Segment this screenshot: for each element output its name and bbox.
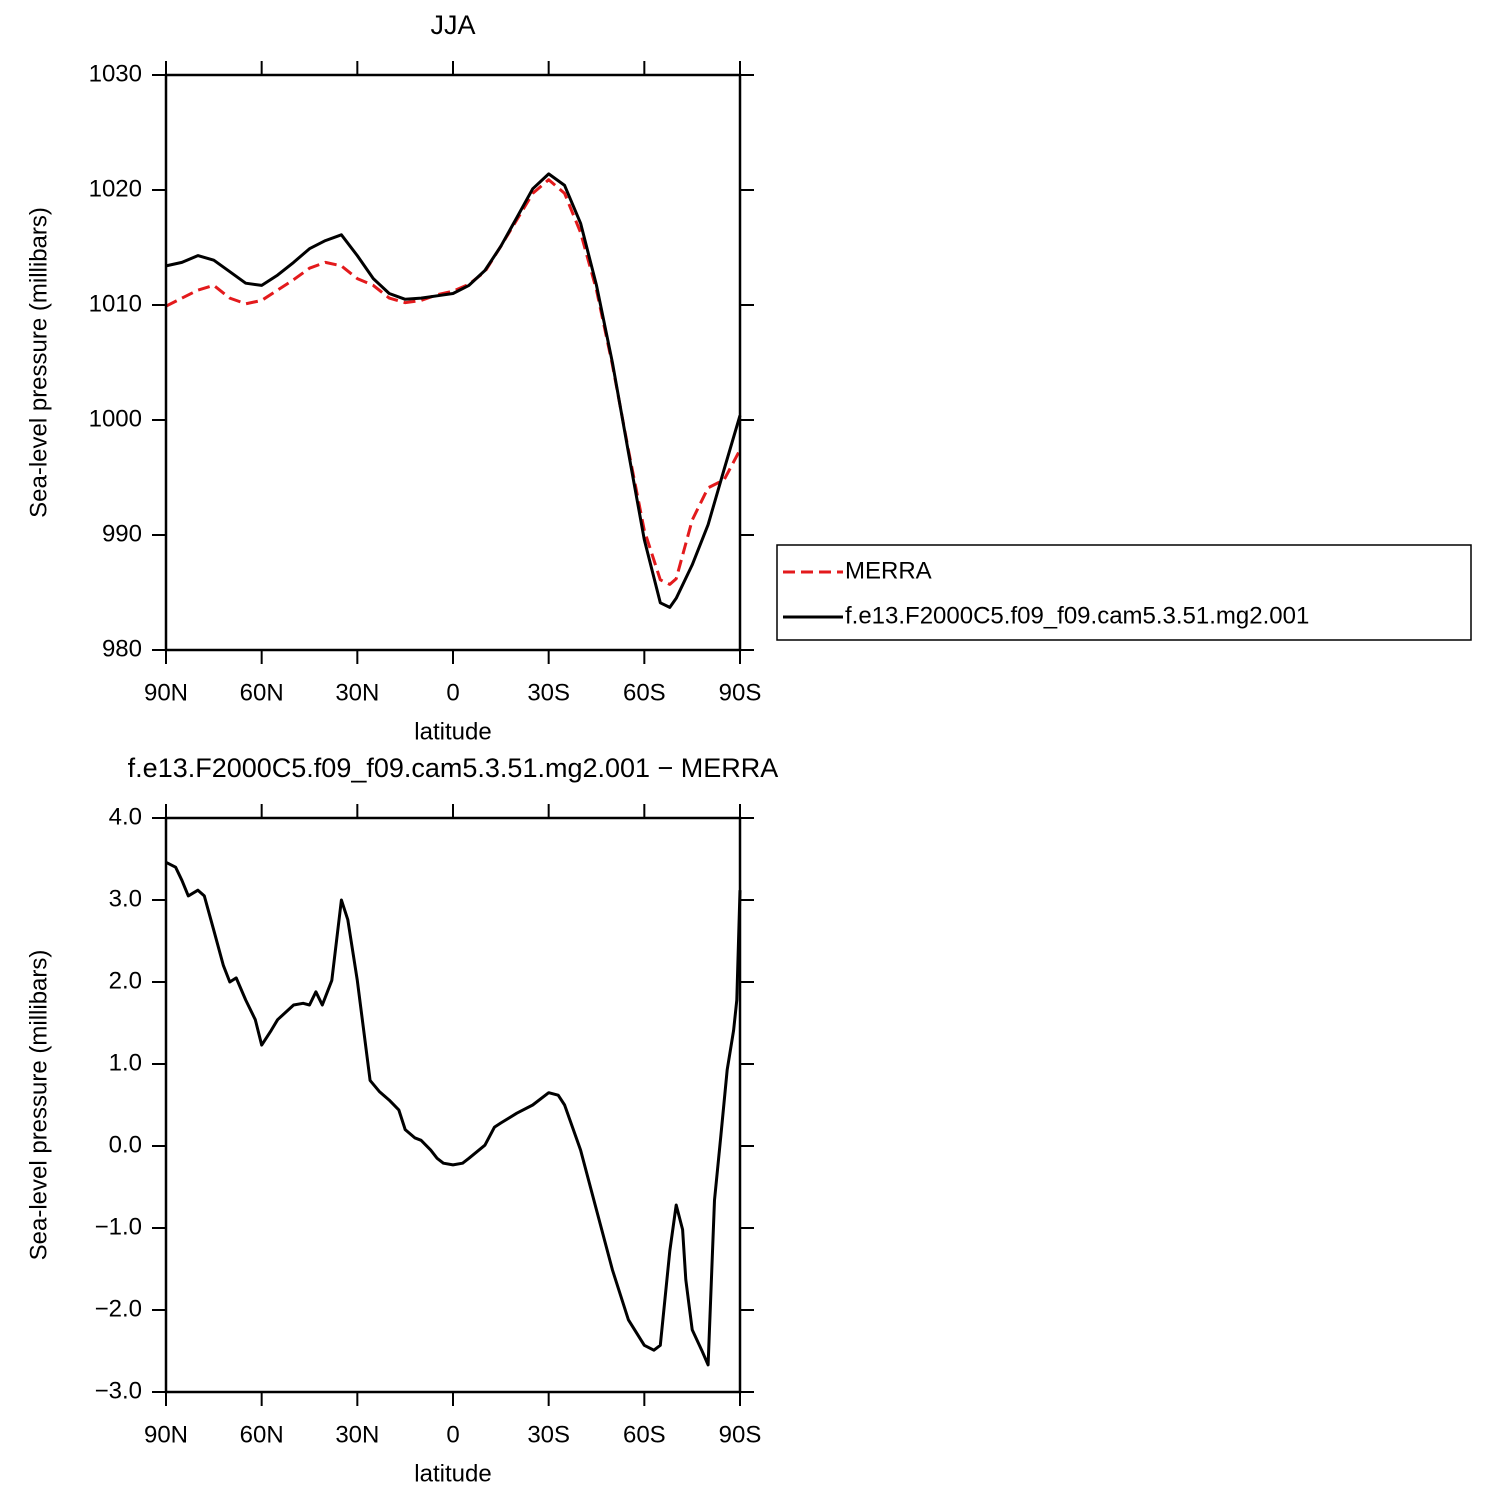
x-tick-label: 90S	[719, 679, 762, 706]
x-tick-label: 60N	[240, 1421, 284, 1448]
series-line	[165, 178, 742, 586]
y-tick-label: 980	[102, 635, 142, 662]
x-tick-label: 30N	[335, 1421, 379, 1448]
y-axis-label: Sea-level pressure (millibars)	[25, 950, 52, 1261]
chart-title: f.e13.F2000C5.f09_f09.cam5.3.51.mg2.001 …	[128, 753, 779, 783]
plot-frame	[164, 816, 742, 1394]
x-tick-label: 30N	[335, 679, 379, 706]
y-tick-label: −2.0	[95, 1295, 142, 1322]
y-tick-label: 1000	[89, 405, 142, 432]
plot-frame	[164, 73, 742, 652]
legend-label: f.e13.F2000C5.f09_f09.cam5.3.51.mg2.001	[845, 602, 1309, 629]
y-tick-label: 1010	[89, 290, 142, 317]
y-tick-label: 1030	[89, 60, 142, 87]
y-tick-label: 990	[102, 520, 142, 547]
y-tick-label: 4.0	[109, 803, 142, 830]
y-tick-label: 2.0	[109, 967, 142, 994]
x-tick-label: 30S	[527, 679, 570, 706]
y-tick-label: 1.0	[109, 1049, 142, 1076]
series-line	[165, 172, 742, 609]
x-axis-label: latitude	[414, 718, 491, 745]
chart-title: JJA	[430, 10, 475, 40]
x-tick-label: 0	[446, 1421, 459, 1448]
y-tick-label: −3.0	[95, 1377, 142, 1404]
x-tick-label: 60N	[240, 679, 284, 706]
y-tick-label: 0.0	[109, 1131, 142, 1158]
legend-box	[776, 544, 1472, 641]
x-tick-label: 90S	[719, 1421, 762, 1448]
legend-label: MERRA	[845, 557, 932, 584]
x-tick-label: 90N	[144, 1421, 188, 1448]
y-tick-label: −1.0	[95, 1213, 142, 1240]
x-tick-label: 0	[446, 679, 459, 706]
y-axis-label: Sea-level pressure (millibars)	[25, 207, 52, 518]
x-tick-label: 30S	[527, 1421, 570, 1448]
y-tick-label: 1020	[89, 175, 142, 202]
y-tick-label: 3.0	[109, 885, 142, 912]
series-line	[165, 860, 742, 1367]
x-tick-label: 90N	[144, 679, 188, 706]
x-tick-label: 60S	[623, 679, 666, 706]
x-tick-label: 60S	[623, 1421, 666, 1448]
x-axis-label: latitude	[414, 1460, 491, 1487]
